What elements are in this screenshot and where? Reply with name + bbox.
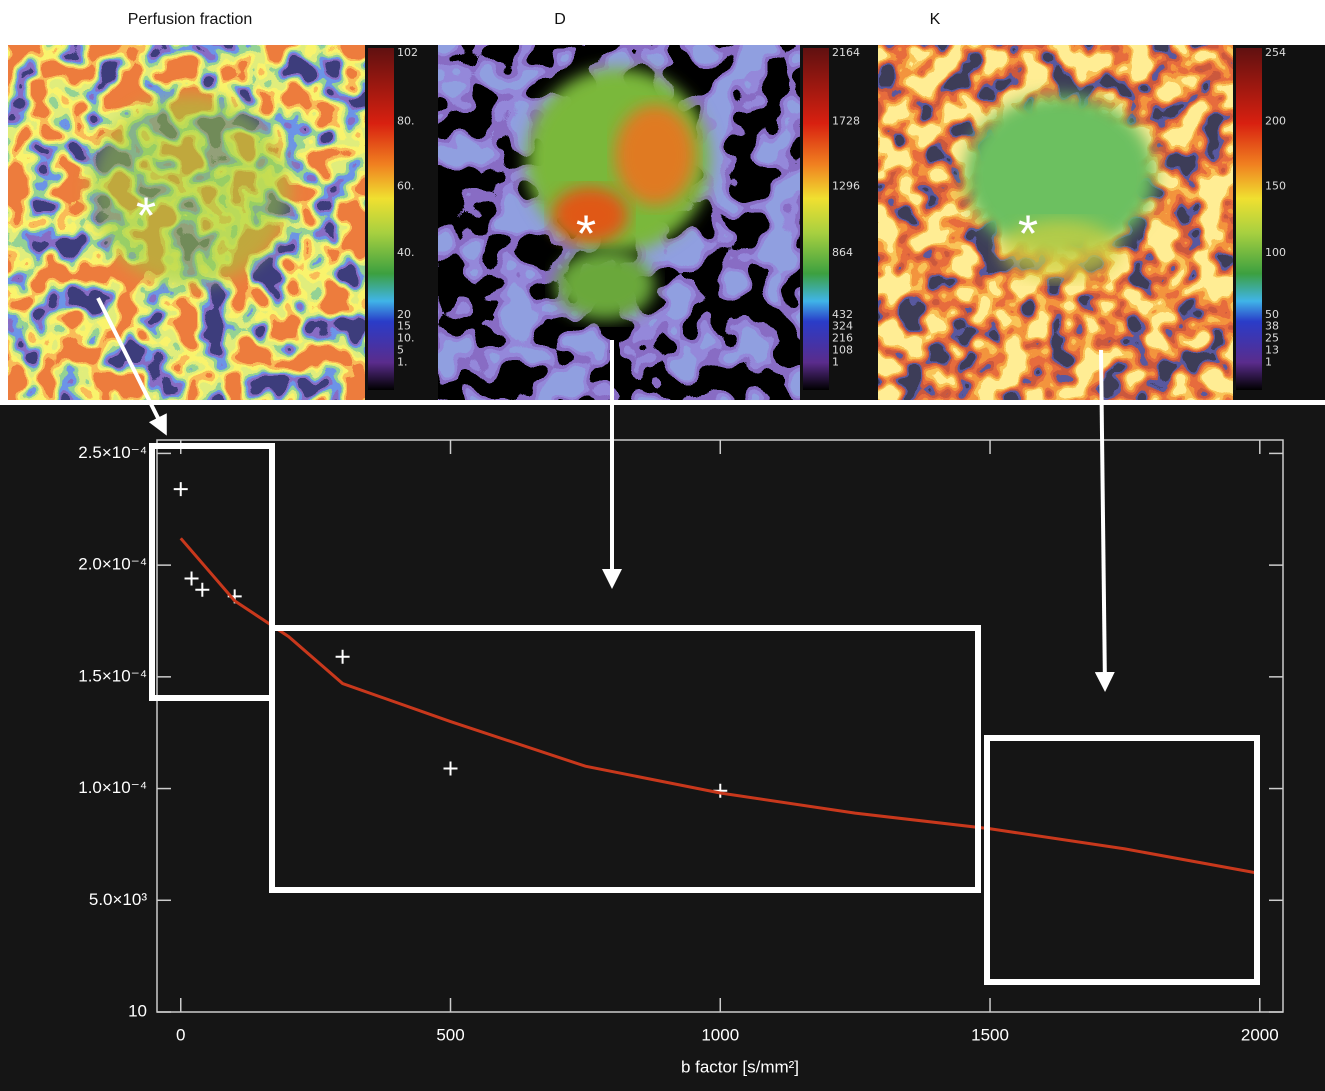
y-tick-label: 2.0×10⁻⁴ [78, 555, 147, 574]
svg-text:*: * [1018, 206, 1038, 264]
y-tick-label: 1.5×10⁻⁴ [78, 666, 147, 685]
colorbar-label: 102 [397, 46, 418, 59]
colorbar-label: 40. [397, 246, 415, 259]
x-axis-title: b factor [s/mm²] [681, 1057, 799, 1076]
x-tick-label: 500 [436, 1025, 464, 1044]
figure: * * * 10280.60.40.201510.51.216417281296… [0, 0, 1325, 1091]
map-k: * [878, 45, 1233, 400]
x-tick-label: 2000 [1241, 1025, 1279, 1044]
y-tick-label: 5.0×10³ [89, 890, 147, 909]
colorbar-label: 1 [1265, 356, 1272, 369]
map-perfusion: * [8, 45, 365, 400]
svg-text:*: * [136, 188, 156, 246]
y-tick-label: 10 [128, 1001, 147, 1020]
panel-title: K [930, 11, 941, 28]
colorbar-label: 80. [397, 115, 415, 128]
x-tick-label: 1500 [971, 1025, 1009, 1044]
colorbar-label: 100 [1265, 246, 1286, 259]
colorbar-label: 1. [397, 356, 408, 369]
map-d: * [438, 45, 800, 400]
colorbar-label: 200 [1265, 115, 1286, 128]
svg-text:*: * [576, 206, 596, 264]
plot-background [0, 405, 1325, 1091]
x-tick-label: 0 [176, 1025, 185, 1044]
y-tick-label: 1.0×10⁻⁴ [78, 778, 147, 797]
panel-title: D [554, 11, 566, 28]
colorbar-label: 864 [832, 246, 853, 259]
x-tick-label: 1000 [701, 1025, 739, 1044]
colorbar-label: 1 [832, 356, 839, 369]
colorbar-label: 254 [1265, 46, 1286, 59]
y-tick-label: 2.5×10⁻⁴ [78, 443, 147, 462]
panel-title: Perfusion fraction [128, 11, 253, 28]
colorbar-label: 150 [1265, 180, 1286, 193]
colorbar-label: 2164 [832, 46, 860, 59]
colorbar-label: 1728 [832, 115, 860, 128]
colorbar-label: 1296 [832, 180, 860, 193]
colorbar-label: 60. [397, 180, 415, 193]
